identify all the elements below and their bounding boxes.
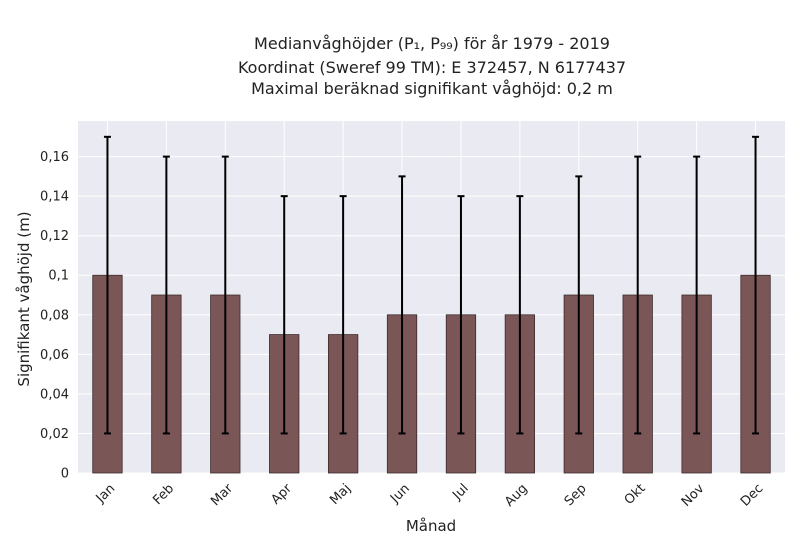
y-tick-label: 0 [61,467,69,482]
errorbar-feb [162,155,170,435]
x-tick-label-jun: Jun [387,481,413,507]
x-tick-layer: Jan Feb Mar Apr Maj Jun Jul Aug Sep Okt Nov Dec [93,481,767,510]
chart-title-line-2: Koordinat (Sweref 99 TM): E 372457, N 61… [237,58,627,77]
chart-title-line-3: Maximal beräknad signifikant våghöjd: 0,… [251,79,613,98]
errorbar-jan [103,135,111,435]
x-tick-label-jul: Jul [449,481,471,503]
errorbar-mar [221,155,229,435]
y-tick-label: 0,16 [40,150,69,165]
y-tick-label: 0,14 [40,190,69,205]
x-tick-label-nov: Nov [679,481,708,510]
plot-area [78,121,785,473]
errorbar-nov [693,155,701,435]
x-tick-label-aug: Aug [502,481,531,510]
chart-title-line-1: Medianvåghöjder (P₁, P₉₉) för år 1979 - … [254,34,610,53]
x-tick-label-apr: Apr [269,481,296,508]
y-tick-layer: 0 0,02 0,04 0,06 0,08 0,1 0,12 0,14 0,16 [40,150,69,481]
x-tick-label-feb: Feb [150,481,177,508]
x-tick-label-okt: Okt [622,481,649,508]
x-axis-label: Månad [406,517,456,535]
errorbar-okt [634,155,642,435]
errorbar-aug [516,195,524,435]
errorbar-dec [752,135,760,435]
x-tick-label-sep: Sep [562,481,590,509]
y-tick-label: 0,04 [40,387,69,402]
y-tick-label: 0,08 [40,308,69,323]
x-tick-label-mar: Mar [208,481,236,509]
x-tick-label-jan: Jan [93,481,118,506]
errorbar-sep [575,175,583,435]
y-tick-label: 0,02 [40,427,69,442]
errorbar-jul [457,195,465,435]
errorbar-jun [398,175,406,435]
y-tick-label: 0,1 [48,269,69,284]
y-tick-label: 0,12 [40,229,69,244]
errorbar-apr [280,195,288,435]
errorbar-maj [339,195,347,435]
x-tick-label-maj: Maj [327,481,354,508]
y-axis-label: Signifikant våghöjd (m) [15,211,33,386]
errorbar-layer [103,135,760,435]
y-tick-label: 0,06 [40,348,69,363]
x-tick-label-dec: Dec [738,481,766,509]
